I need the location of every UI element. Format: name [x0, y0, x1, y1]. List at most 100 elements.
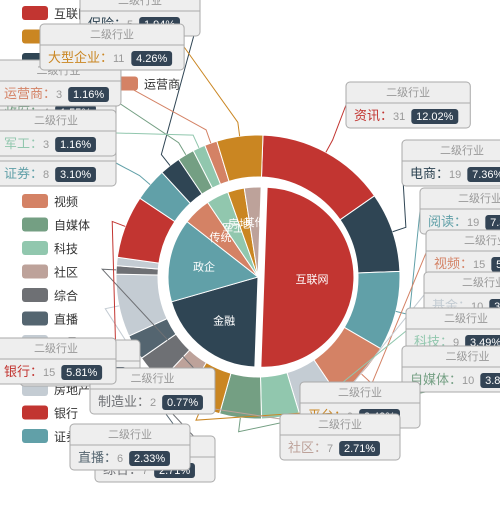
legend-swatch: [22, 217, 48, 232]
legend-swatch: [22, 194, 48, 208]
label-box-badge: [55, 167, 96, 182]
legend-label: 社区: [54, 265, 78, 280]
legend-label: 银行: [54, 407, 78, 421]
label-box-title: 二级行业: [464, 234, 500, 247]
inner-slice: [260, 186, 355, 368]
inner-slice-label: 政企: [193, 260, 215, 274]
label-box-badge: [129, 451, 170, 466]
label-box-name: 科技：: [414, 334, 453, 349]
label-box-title: 二级行业: [90, 28, 134, 41]
label-box-name: 大型企业：: [48, 50, 113, 65]
legend-swatch: [22, 288, 48, 302]
label-box-value: 10: [462, 375, 474, 387]
label-box-value: 3: [43, 139, 49, 151]
inner-slice: [243, 186, 262, 278]
legend-label: 综合: [54, 288, 78, 303]
label-box-name: 直播：: [78, 450, 117, 465]
label-box-percent: 2.33%: [134, 453, 165, 465]
label-box-name: 制造业：: [98, 394, 150, 409]
legend-swatch: [22, 6, 48, 20]
label-boxes: 二级行业资讯：3112.02%二级行业电商：197.36%二级行业阅读：197.…: [0, 0, 500, 483]
label-box-name: 银行：: [4, 364, 43, 379]
label-box: 二级行业视频：15 5.81%: [425, 229, 500, 277]
label-box-title: 二级行业: [34, 342, 78, 355]
inner-slice: [167, 220, 260, 303]
label-box-badge: [339, 441, 380, 456]
label-box-title: 二级行业: [458, 192, 500, 205]
label-box-percent: 3.88%: [485, 375, 500, 387]
label-box-bg: [401, 345, 500, 393]
label-box-percent: 2.71%: [344, 443, 375, 455]
inner-slice-label: 其他: [244, 216, 266, 229]
label-box-percent: 12.02%: [416, 111, 454, 123]
label-box-badge: [485, 215, 500, 230]
label-box-title: 二级行业: [386, 86, 430, 99]
inner-slice-label: 互联网: [295, 273, 328, 286]
label-box-value: 15: [473, 259, 485, 271]
label-box-percent: 3.88%: [494, 301, 500, 313]
label-box-name: 自媒体：: [410, 372, 462, 387]
label-leader-line: [115, 132, 200, 149]
inner-slice-label: 传统: [209, 231, 231, 244]
label-box-value: 19: [449, 169, 461, 181]
label-box-name: 军工：: [4, 136, 43, 151]
label-leader-line: [325, 104, 347, 153]
label-box-percent: 7.36%: [472, 169, 500, 181]
label-box-percent: 1.16%: [73, 89, 104, 101]
label-box-title: 二级行业: [108, 428, 152, 441]
label-box-title: 二级行业: [34, 114, 78, 127]
label-box-name: 运营商：: [4, 86, 56, 101]
legend-label: 科技: [54, 242, 78, 256]
label-box-badge: [55, 137, 96, 152]
label-box-value: 7: [327, 443, 333, 455]
label-box-badge: [467, 167, 500, 182]
label-box-badge: [411, 109, 459, 124]
legend-label: 运营商: [144, 77, 180, 92]
label-box-badge: [480, 373, 500, 388]
label-leader-line: [115, 100, 187, 155]
label-box-percent: 3.10%: [60, 169, 91, 181]
label-box-name: 阅读：: [428, 214, 467, 229]
label-leader-line: [160, 12, 201, 166]
label-box-badge: [491, 257, 500, 272]
inner-slice-label: 金融: [213, 313, 235, 327]
label-box-title: 二级行业: [440, 144, 484, 157]
label-box-badge: [61, 365, 103, 380]
label-leader-line: [115, 162, 151, 186]
label-box-name: 社区：: [288, 440, 327, 455]
label-box-percent: 5.81%: [496, 259, 500, 271]
label-box-badge: [68, 87, 109, 102]
label-box-badge: [131, 51, 173, 66]
label-box-title: 二级行业: [462, 276, 500, 289]
label-box: 二级行业基金：103.88%: [423, 271, 500, 319]
legend-swatch: [22, 241, 48, 255]
label-box-value: 9: [453, 337, 459, 349]
label-box-value: 15: [43, 367, 55, 379]
label-box-name: 电商：: [410, 166, 449, 181]
legend-swatch: [22, 405, 48, 420]
legend-swatch: [22, 264, 48, 279]
label-box-title: 二级行业: [118, 0, 162, 7]
legend-swatch: [22, 429, 48, 443]
label-box-value: 2: [150, 397, 156, 409]
label-box-value: 6: [117, 453, 123, 465]
label-box-value: 8: [43, 169, 49, 181]
label-box-title: 二级行业: [318, 418, 362, 431]
legend-label: 自媒体: [54, 219, 90, 233]
label-box-percent: 5.81%: [66, 367, 97, 379]
label-box-percent: 1.16%: [60, 139, 91, 151]
label-leader-line: [183, 46, 241, 137]
legend-swatch: [22, 311, 48, 326]
inner-slice-label: 军工: [222, 222, 244, 235]
label-box-percent: 7.36%: [490, 217, 500, 229]
